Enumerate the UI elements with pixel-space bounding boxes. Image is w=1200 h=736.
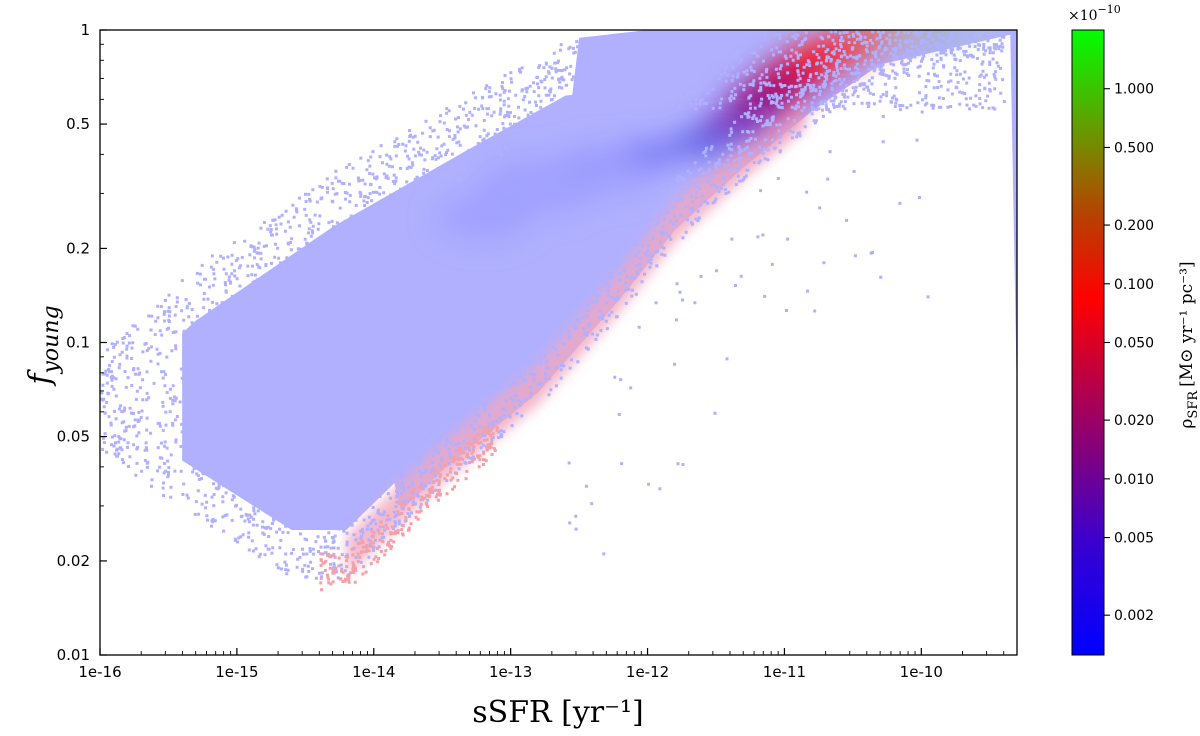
x-tick-label: 1e-10 <box>900 663 943 681</box>
colorbar-tick-label: 0.100 <box>1114 277 1154 293</box>
x-axis: 1e-16 1e-15 1e-14 1e-13 1e-12 1e-11 1e-10 <box>78 648 1018 681</box>
x-tick-label: 1e-11 <box>763 663 806 681</box>
density-haze <box>435 193 532 242</box>
colorbar-gradient <box>1071 29 1105 656</box>
colorbar-tick-label: 0.002 <box>1114 608 1154 624</box>
y-tick-label: 0.02 <box>57 552 90 570</box>
density-core <box>182 30 1017 530</box>
colorbar-tick-label: 1.000 <box>1114 82 1154 98</box>
x-tick-label: 1e-15 <box>215 663 258 681</box>
y-tick-label: 0.1 <box>66 334 90 352</box>
x-tick-label: 1e-16 <box>78 663 121 681</box>
colorbar-axis: 0.002 0.005 0.010 0.020 0.050 0.100 0.200 0.500… <box>1104 82 1154 624</box>
x-axis-title: sSFR [yr⁻¹] <box>472 695 643 730</box>
heatmap-density <box>100 30 1017 592</box>
y-tick-label: 0.05 <box>57 428 90 446</box>
x-tick-label: 1e-13 <box>489 663 532 681</box>
y-tick-label: 0.2 <box>66 239 90 257</box>
y-axis-title: fyoung <box>23 305 64 386</box>
y-tick-label: 0.01 <box>57 646 90 664</box>
y-axis: 0.01 0.02 0.05 0.1 0.2 0.5 1 <box>57 21 107 664</box>
colorbar-tick-label: 0.050 <box>1114 336 1154 352</box>
colorbar: 0.002 0.005 0.010 0.020 0.050 0.100 0.200 0.500… <box>1068 3 1200 656</box>
colorbar-multiplier: ×10−10 <box>1068 3 1121 24</box>
x-tick-label: 1e-14 <box>352 663 395 681</box>
colorbar-tick-label: 0.500 <box>1114 140 1154 156</box>
x-tick-label: 1e-12 <box>626 663 669 681</box>
colorbar-tick-label: 0.200 <box>1114 218 1154 234</box>
colorbar-tick-label: 0.005 <box>1114 531 1154 547</box>
colorbar-title: ρSFR[M⊙ yr⁻¹ pc⁻³] <box>1177 261 1200 428</box>
y-tick-label: 0.5 <box>66 115 90 133</box>
colorbar-tick-label: 0.010 <box>1114 472 1154 488</box>
density-edge <box>346 88 805 577</box>
density-haze <box>554 144 659 197</box>
density-fringe-pink <box>319 425 499 592</box>
colorbar-tick-label: 0.020 <box>1114 413 1154 429</box>
y-tick-label: 1 <box>80 21 90 39</box>
